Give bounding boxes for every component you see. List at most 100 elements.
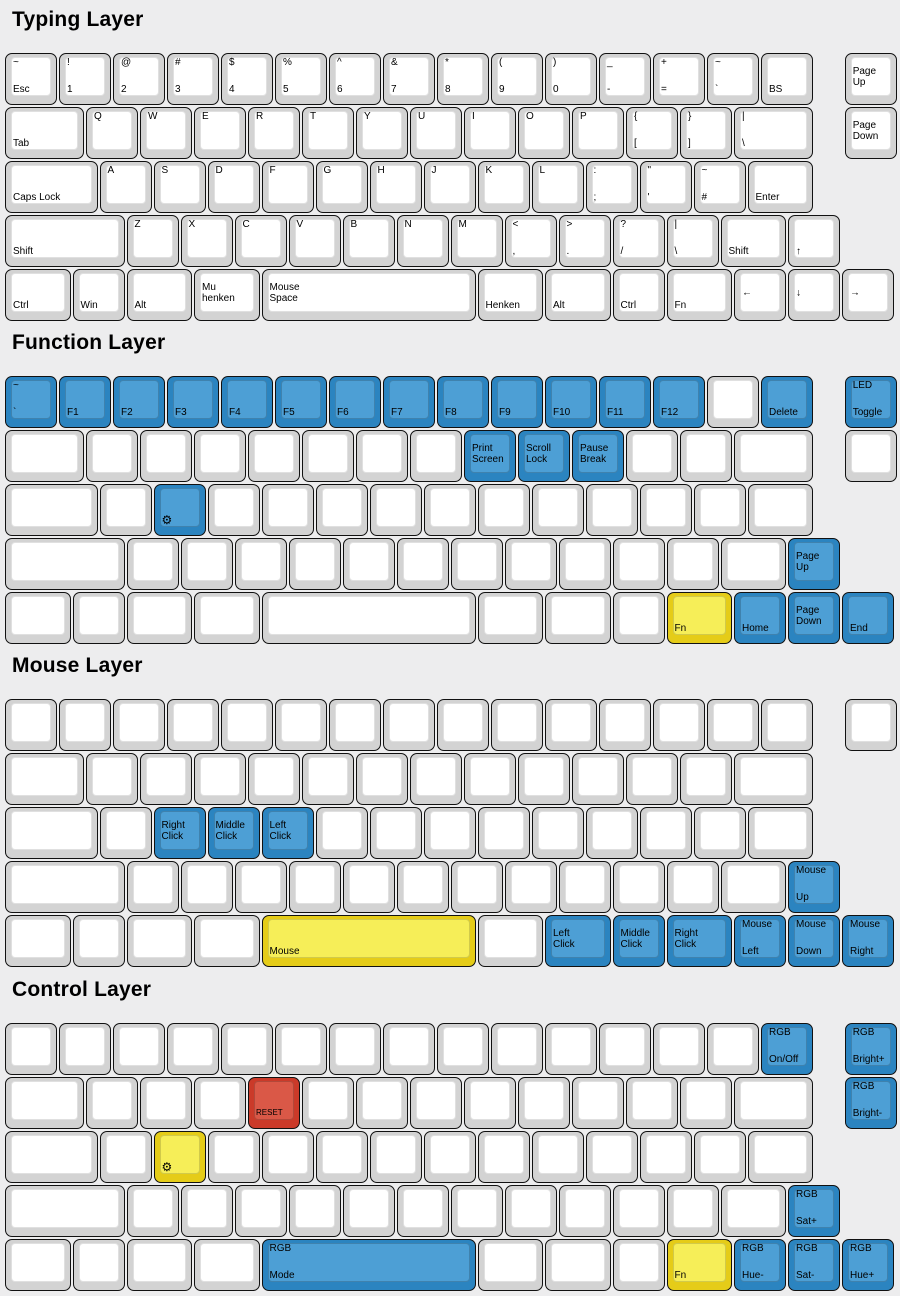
- key-blank[interactable]: [477, 914, 545, 968]
- key-blank[interactable]: [423, 806, 477, 860]
- key-grave[interactable]: ~ `: [4, 375, 58, 429]
- key-f10[interactable]: F10: [544, 375, 598, 429]
- key-tab[interactable]: Tab: [4, 106, 85, 160]
- key-blank[interactable]: [85, 1076, 139, 1130]
- key-s[interactable]: S: [153, 160, 207, 214]
- key-blank[interactable]: [720, 860, 788, 914]
- key-equals[interactable]: + =: [652, 52, 706, 106]
- key-blank[interactable]: [504, 1184, 558, 1238]
- key-f1[interactable]: F1: [58, 375, 112, 429]
- key-blank[interactable]: [220, 1022, 274, 1076]
- key-9[interactable]: (9: [490, 52, 544, 106]
- key-period[interactable]: >.: [558, 214, 612, 268]
- key-blank[interactable]: [4, 806, 99, 860]
- key-blank[interactable]: [747, 483, 815, 537]
- key-x[interactable]: X: [180, 214, 234, 268]
- key-e[interactable]: E: [193, 106, 247, 160]
- key-r[interactable]: R: [247, 106, 301, 160]
- key-blank[interactable]: [99, 806, 153, 860]
- key-blank[interactable]: [315, 483, 369, 537]
- key-w[interactable]: W: [139, 106, 193, 160]
- key-blank[interactable]: [706, 1022, 760, 1076]
- key-blank[interactable]: [747, 1130, 815, 1184]
- key-blank[interactable]: [99, 483, 153, 537]
- key-blank[interactable]: [4, 591, 72, 645]
- key-hash[interactable]: ~ #: [693, 160, 747, 214]
- key-blank[interactable]: [126, 591, 194, 645]
- key-blank[interactable]: [463, 752, 517, 806]
- key-3[interactable]: #3: [166, 52, 220, 106]
- key-mouse-right[interactable]: Mouse Right: [841, 914, 895, 968]
- key-mouse-down[interactable]: Mouse Down: [787, 914, 841, 968]
- key-left-arrow[interactable]: ←: [733, 268, 787, 322]
- key-middle-click[interactable]: Middle Click: [612, 914, 666, 968]
- key-blank[interactable]: [234, 860, 288, 914]
- key-blank[interactable]: [490, 1022, 544, 1076]
- key-rgb-bright-minus[interactable]: RGB Bright-: [844, 1076, 898, 1130]
- key-blank[interactable]: [220, 698, 274, 752]
- key-0[interactable]: ) 0: [544, 52, 598, 106]
- key-quote[interactable]: " ': [639, 160, 693, 214]
- key-gear[interactable]: ⚙: [153, 1130, 207, 1184]
- key-blank[interactable]: [99, 1130, 153, 1184]
- key-blank[interactable]: [531, 1130, 585, 1184]
- key-rgb-sat-minus[interactable]: RGB Sat-: [787, 1238, 841, 1292]
- key-left-click[interactable]: Left Click: [544, 914, 612, 968]
- key-blank[interactable]: [234, 537, 288, 591]
- key-blank[interactable]: [166, 1022, 220, 1076]
- key-blank[interactable]: [4, 483, 99, 537]
- key-comma[interactable]: <,: [504, 214, 558, 268]
- key-blank[interactable]: [706, 698, 760, 752]
- key-blank[interactable]: [450, 1184, 504, 1238]
- key-right-click[interactable]: Right Click: [666, 914, 734, 968]
- key-d[interactable]: D: [207, 160, 261, 214]
- key-o[interactable]: O: [517, 106, 571, 160]
- key-blank[interactable]: [760, 698, 814, 752]
- key-blank[interactable]: [139, 429, 193, 483]
- key-left-click[interactable]: Left Click: [261, 806, 315, 860]
- key-blank[interactable]: [396, 1184, 450, 1238]
- key-blank[interactable]: [126, 860, 180, 914]
- key-blank[interactable]: [436, 698, 490, 752]
- key-blank[interactable]: [517, 752, 571, 806]
- key-blank[interactable]: [193, 752, 247, 806]
- key-blank[interactable]: [598, 1022, 652, 1076]
- key-enter[interactable]: Enter: [747, 160, 815, 214]
- key-blank[interactable]: [625, 429, 679, 483]
- key-rgb-hue-plus[interactable]: RGB Hue+: [841, 1238, 895, 1292]
- key-mouse-up[interactable]: Mouse Up: [787, 860, 841, 914]
- key-f6[interactable]: F6: [328, 375, 382, 429]
- key-blank[interactable]: [612, 537, 666, 591]
- key-blank[interactable]: [58, 698, 112, 752]
- key-blank[interactable]: [4, 429, 85, 483]
- key-alt[interactable]: Alt: [126, 268, 194, 322]
- key-blank[interactable]: [4, 1238, 72, 1292]
- key-blank[interactable]: [112, 1022, 166, 1076]
- key-blank[interactable]: [355, 429, 409, 483]
- key-caps-lock[interactable]: Caps Lock: [4, 160, 99, 214]
- key-blank[interactable]: [844, 429, 898, 483]
- key-print-screen[interactable]: Print Screen: [463, 429, 517, 483]
- key-blank[interactable]: [477, 1238, 545, 1292]
- key-blank[interactable]: [558, 537, 612, 591]
- key-grave[interactable]: ~ `: [706, 52, 760, 106]
- key-reset[interactable]: RESET: [247, 1076, 301, 1130]
- key-blank[interactable]: [747, 806, 815, 860]
- key-blank[interactable]: [85, 752, 139, 806]
- key-blank[interactable]: [193, 591, 261, 645]
- key-mouse-left[interactable]: Mouse Left: [733, 914, 787, 968]
- key-blank[interactable]: [504, 860, 558, 914]
- key-blank[interactable]: [261, 591, 477, 645]
- key-g[interactable]: G: [315, 160, 369, 214]
- key-blank[interactable]: [4, 1130, 99, 1184]
- key-blank[interactable]: [477, 483, 531, 537]
- key-blank[interactable]: [571, 1076, 625, 1130]
- key-blank[interactable]: [328, 1022, 382, 1076]
- key-blank[interactable]: [733, 752, 814, 806]
- key-middle-click[interactable]: Middle Click: [207, 806, 261, 860]
- key-blank[interactable]: [126, 537, 180, 591]
- key-f11[interactable]: F11: [598, 375, 652, 429]
- key-right-arrow[interactable]: →: [841, 268, 895, 322]
- key-blank[interactable]: [463, 1076, 517, 1130]
- key-blank[interactable]: [585, 1130, 639, 1184]
